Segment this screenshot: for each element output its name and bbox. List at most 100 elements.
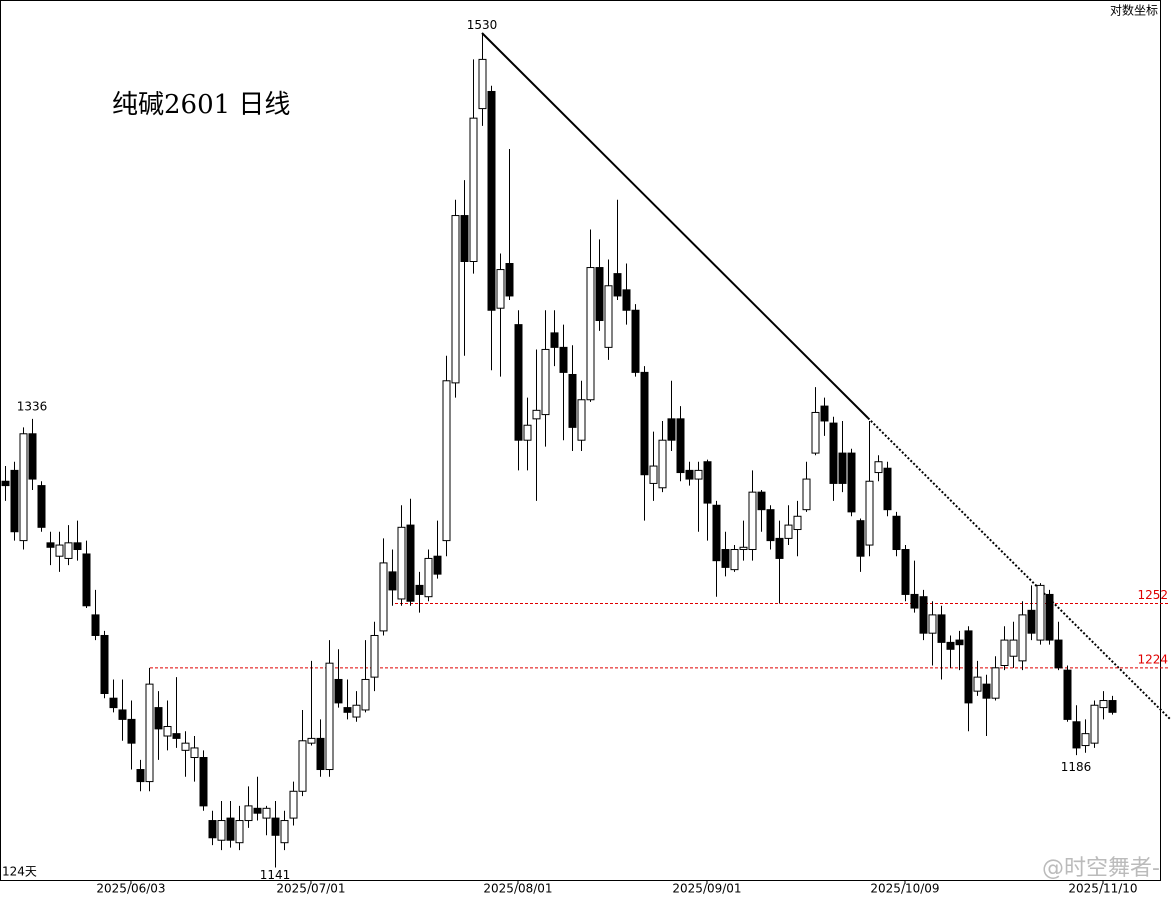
- candle-body-up: [496, 269, 505, 309]
- candle-body-down: [388, 571, 397, 591]
- candle-body-down: [955, 639, 964, 646]
- candle-body-down: [118, 709, 127, 720]
- candle-body-down: [127, 718, 136, 744]
- candle-body-down: [856, 520, 865, 557]
- candle-body-down: [910, 593, 919, 609]
- candle-body-up: [1018, 614, 1027, 662]
- candle-body-down: [487, 90, 496, 311]
- candle-body-down: [595, 267, 604, 322]
- candle-body-down: [937, 614, 946, 643]
- candle-body-down: [820, 405, 829, 422]
- candle-body-down: [100, 634, 109, 694]
- candle-body-down: [721, 549, 730, 568]
- price-annotation: 1336: [17, 399, 48, 413]
- candle-body-up: [325, 662, 334, 771]
- candle-body-down: [10, 469, 19, 533]
- candle-body-down: [226, 817, 235, 841]
- candle-body-up: [262, 807, 271, 819]
- candle-body-up: [541, 348, 550, 416]
- candle-body-down: [883, 467, 892, 511]
- candle-body-down: [622, 289, 631, 311]
- candle-body-down: [613, 273, 622, 297]
- price-annotation: 1186: [1061, 760, 1092, 774]
- candle-body-up: [469, 117, 478, 263]
- candle-body-down: [685, 469, 694, 480]
- candle-body-up: [55, 544, 64, 557]
- candle-body-down: [982, 683, 991, 699]
- candle-body-down: [433, 555, 442, 575]
- candle-body-up: [865, 480, 874, 546]
- candle-body-down: [640, 371, 649, 476]
- candle-body-down: [829, 422, 838, 484]
- x-tick-label: 2025/09/01: [672, 882, 741, 896]
- candle-body-up: [874, 461, 883, 474]
- candle-body-down: [271, 817, 280, 836]
- candle-body-down: [946, 641, 955, 650]
- candle-body-up: [235, 820, 244, 844]
- candle-body-up: [1081, 733, 1090, 747]
- trend-line-extension: [867, 417, 1171, 720]
- reference-label: 1224: [1137, 652, 1168, 666]
- candle-body-up: [523, 424, 532, 441]
- candle-body-up: [64, 542, 73, 559]
- candle-body-down: [109, 697, 118, 709]
- x-tick-label: 2025/07/01: [276, 882, 345, 896]
- candle-body-up: [379, 562, 388, 632]
- candle-body-up: [442, 380, 451, 542]
- candle-body-up: [928, 614, 937, 634]
- candle-body-up: [694, 469, 703, 480]
- x-tick-label: 2025/11/10: [1068, 882, 1137, 896]
- candle-body-down: [316, 737, 325, 771]
- candle-body-down: [757, 491, 766, 511]
- candle-body-down: [1027, 609, 1036, 634]
- candle-body-up: [811, 411, 820, 454]
- candle-body-up: [1099, 700, 1108, 709]
- x-tick-label: 2025/10/09: [870, 882, 939, 896]
- watermark: @时空舞者-: [1042, 856, 1160, 881]
- candle-body-down: [631, 309, 640, 373]
- candle-body-up: [649, 465, 658, 484]
- candle-body-up: [478, 58, 487, 110]
- candle-body-up: [163, 726, 172, 737]
- candle-body-down: [919, 596, 928, 634]
- candle-body-up: [307, 737, 316, 744]
- candle-body-up: [973, 676, 982, 692]
- candle-body-down: [73, 542, 82, 551]
- candle-body-up: [298, 740, 307, 792]
- period-label: 124天: [2, 865, 37, 879]
- candle-body-up: [280, 820, 289, 844]
- candle-body-down: [460, 215, 469, 263]
- candle-body-up: [424, 557, 433, 598]
- candle-body-down: [568, 373, 577, 428]
- candle-body-down: [838, 452, 847, 484]
- candle-body-up: [352, 704, 361, 718]
- candle-body-up: [244, 805, 253, 822]
- trend-line: [481, 32, 869, 419]
- candle-body-up: [793, 515, 802, 531]
- candle-body-up: [145, 683, 154, 783]
- candle-body-up: [397, 526, 406, 600]
- candle-body-down: [1063, 669, 1072, 720]
- reference-label: 1252: [1137, 588, 1168, 602]
- candle-body-down: [1072, 721, 1081, 749]
- candle-body-down: [766, 509, 775, 542]
- candle-body-up: [784, 524, 793, 539]
- candle-body-down: [550, 332, 559, 348]
- candle-body-down: [505, 263, 514, 297]
- candle-body-down: [253, 807, 262, 814]
- candle-body-up: [1000, 639, 1009, 667]
- candle-body-down: [82, 553, 91, 607]
- candle-body-up: [451, 215, 460, 384]
- candle-body-up: [1036, 584, 1045, 641]
- candle-body-down: [1108, 700, 1117, 713]
- candle-body-up: [217, 820, 226, 841]
- candle-body-down: [199, 757, 208, 807]
- candle-body-down: [901, 549, 910, 595]
- candle-body-down: [154, 707, 163, 730]
- candle-body-down: [136, 769, 145, 783]
- chart-title: 纯碱2601 日线: [112, 90, 290, 120]
- candle-body-down: [775, 537, 784, 559]
- candle-body-up: [991, 667, 1000, 699]
- candle-body-down: [91, 614, 100, 636]
